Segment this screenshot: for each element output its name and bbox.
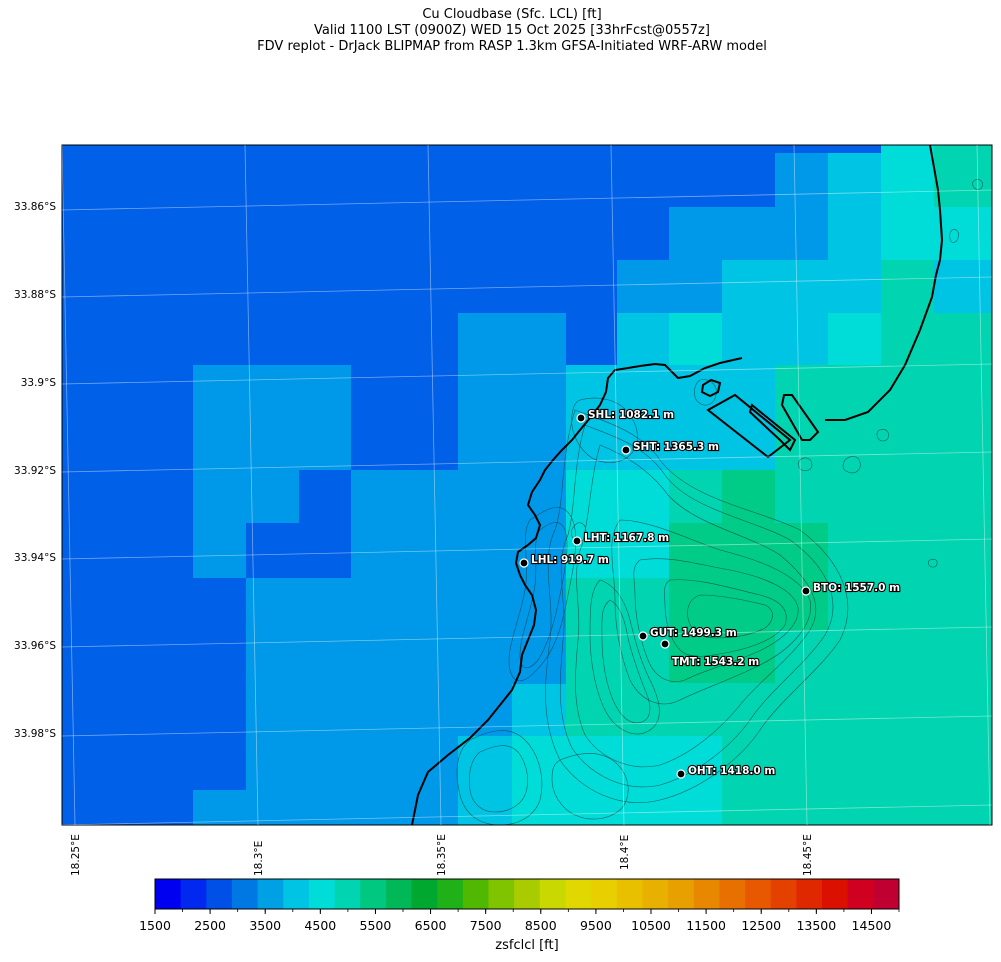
colorbar-swatch <box>180 879 207 909</box>
station-lht: LHT: 1167.8 m <box>572 531 670 546</box>
colorbar-swatch <box>693 879 720 909</box>
station-sht: SHT: 1365.3 m <box>621 440 720 455</box>
colorbar-swatch <box>719 879 746 909</box>
colorbar-tick-label: 14500 <box>851 918 892 933</box>
stations: SHL: 1082.1 m SHT: 1365.3 m LHT: 1167.8 … <box>519 408 901 779</box>
colorbar-swatch <box>847 879 874 909</box>
colorbar-swatch <box>257 879 284 909</box>
station-bto: BTO: 1557.0 m <box>801 581 901 596</box>
lon-label: 18.4°E <box>619 834 631 870</box>
station-label-sht: SHT: 1365.3 m <box>633 441 719 453</box>
field-band-2500-holes <box>246 470 351 578</box>
station-marker <box>519 558 529 568</box>
colorbar-swatch <box>411 879 438 909</box>
colorbar-tick-label: 6500 <box>414 918 447 933</box>
colorbar-tick-label: 7500 <box>469 918 502 933</box>
colorbar-swatch <box>206 879 233 909</box>
colorbar-tick-label: 3500 <box>249 918 282 933</box>
lon-label: 18.35°E <box>436 834 448 876</box>
colorbar-frame <box>154 878 900 910</box>
colorbar-swatch <box>360 879 387 909</box>
colorbar-swatch <box>873 879 900 909</box>
station-marker <box>660 639 670 649</box>
colorbar <box>154 878 900 914</box>
station-marker <box>576 413 586 423</box>
lat-label: 33.86°S <box>14 201 56 213</box>
colorbar-swatch <box>488 879 515 909</box>
colorbar-swatch <box>616 879 643 909</box>
coastline <box>411 145 944 825</box>
colorbar-swatch <box>231 879 259 909</box>
title-line-2: Valid 1100 LST (0900Z) WED 15 Oct 2025 [… <box>314 23 710 38</box>
colorbar-swatch <box>514 879 541 909</box>
title-line-3: FDV replot - DrJack BLIPMAP from RASP 1.… <box>257 39 767 54</box>
lat-label: 33.92°S <box>14 465 56 477</box>
lat-label: 33.88°S <box>14 289 56 301</box>
station-marker <box>621 445 631 455</box>
title-line-1: Cu Cloudbase (Sfc. LCL) [ft] <box>422 7 602 22</box>
colorbar-swatch <box>565 879 592 909</box>
colorbar-swatch <box>745 879 772 909</box>
station-label-gut: GUT: 1499.3 m <box>650 627 737 639</box>
station-label-tmt: TMT: 1543.2 m <box>672 656 759 668</box>
station-label-lht: LHT: 1167.8 m <box>584 532 669 544</box>
colorbar-tick-label: 4500 <box>304 918 337 933</box>
terrain-contours <box>456 179 983 825</box>
colorbar-swatch <box>668 879 695 909</box>
station-tmt: TMT: 1543.2 m <box>660 639 760 669</box>
station-gut: GUT: 1499.3 m <box>638 626 738 641</box>
colorbar-tick-label: 9500 <box>579 918 612 933</box>
colorbar-swatch <box>437 879 464 909</box>
colorbar-label: zsfclcl [ft] <box>495 938 559 953</box>
station-shl: SHL: 1082.1 m <box>576 408 675 423</box>
colorbar-tick-label: 11500 <box>686 918 726 933</box>
lat-label: 33.98°S <box>14 728 56 740</box>
colorbar-swatch <box>822 879 849 909</box>
station-marker <box>572 536 582 546</box>
station-label-shl: SHL: 1082.1 m <box>588 409 674 421</box>
colorbar-tick-label: 8500 <box>524 918 557 933</box>
station-label-bto: BTO: 1557.0 m <box>813 582 900 594</box>
station-label-oht: OHT: 1418.0 m <box>688 765 775 777</box>
lon-label: 18.3°E <box>253 840 265 876</box>
colorbar-swatch <box>539 879 566 909</box>
station-label-lhl: LHL: 919.7 m <box>531 554 609 566</box>
colorbar-tick-label: 13500 <box>796 918 837 933</box>
station-lhl: LHL: 919.7 m <box>519 553 610 568</box>
lat-label: 33.96°S <box>14 640 56 652</box>
lat-label: 33.9°S <box>20 377 56 389</box>
title-block: Cu Cloudbase (Sfc. LCL) [ft] Valid 1100 … <box>0 7 1001 55</box>
station-marker <box>638 631 648 641</box>
lon-label: 18.25°E <box>70 834 82 876</box>
colorbar-tick-label: 1500 <box>139 918 171 933</box>
map-frame <box>61 144 993 826</box>
colorbar-tick-label: 5500 <box>359 918 392 933</box>
colorbar-tick-label: 10500 <box>631 918 671 933</box>
lon-label: 18.45°E <box>802 834 814 876</box>
colorbar-swatch <box>308 879 336 909</box>
colorbar-swatch <box>385 879 413 909</box>
station-oht: OHT: 1418.0 m <box>676 764 776 779</box>
cloudbase-field <box>62 145 992 825</box>
colorbar-swatch <box>796 879 823 909</box>
colorbar-swatch <box>591 879 618 909</box>
colorbar-swatch <box>334 879 361 909</box>
colorbar-swatch <box>642 879 669 909</box>
colorbar-swatch <box>462 879 490 909</box>
station-marker <box>676 769 686 779</box>
colorbar-tick-label: 12500 <box>741 918 782 933</box>
colorbar-swatch <box>283 879 310 909</box>
colorbar-swatch <box>155 879 182 909</box>
station-marker <box>801 586 811 596</box>
graticule <box>62 145 992 825</box>
colorbar-tick-label: 2500 <box>194 918 227 933</box>
lat-label: 33.94°S <box>14 552 56 564</box>
colorbar-swatch <box>770 879 797 909</box>
field-band-4000b <box>934 260 992 313</box>
